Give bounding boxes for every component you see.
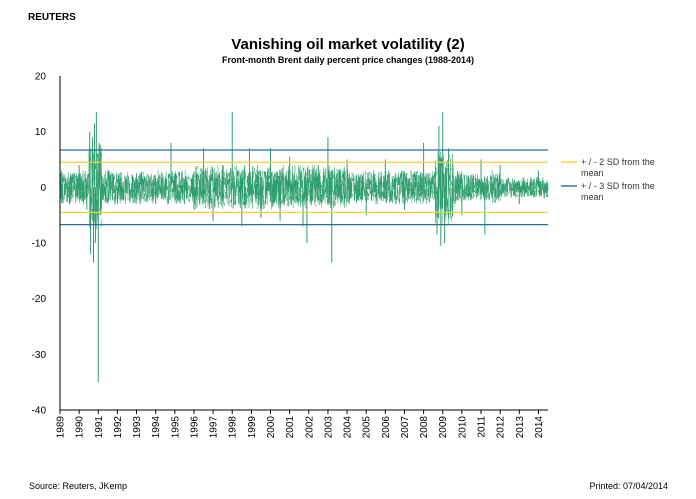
x-tick-label: 2000 bbox=[266, 416, 277, 439]
x-tick-label: 1996 bbox=[189, 416, 200, 439]
legend-label: + / - 2 SD from the mean bbox=[581, 157, 655, 178]
y-tick-label: -40 bbox=[32, 406, 47, 417]
source-note: Source: Reuters, JKemp bbox=[29, 481, 128, 491]
x-tick-label: 2005 bbox=[362, 416, 373, 439]
x-tick-label: 1989 bbox=[56, 416, 67, 439]
x-tick-label: 2003 bbox=[323, 416, 334, 439]
x-tick-label: 2012 bbox=[496, 416, 507, 439]
reference-lines-layer bbox=[60, 149, 548, 226]
x-tick-label: 1993 bbox=[132, 416, 143, 439]
legend-label: + / - 3 SD from the mean bbox=[581, 181, 655, 202]
chart-subtitle: Front-month Brent daily percent price ch… bbox=[221, 55, 475, 65]
x-tick-label: 1999 bbox=[247, 416, 258, 439]
y-tick-label: 10 bbox=[35, 127, 47, 138]
x-tick-label: 1992 bbox=[113, 416, 124, 439]
x-tick-label: 2006 bbox=[381, 416, 392, 439]
x-tick-label: 2010 bbox=[457, 416, 468, 439]
x-tick-label: 2001 bbox=[285, 416, 296, 439]
x-tick-label: 1994 bbox=[151, 416, 162, 439]
x-tick-label: 2002 bbox=[304, 416, 315, 439]
x-tick-label: 1990 bbox=[75, 416, 86, 439]
x-tick-label: 1998 bbox=[228, 416, 239, 439]
x-tick-label: 2007 bbox=[400, 416, 411, 439]
chart-title: Vanishing oil market volatility (2) bbox=[231, 36, 465, 53]
x-tick-label: 2013 bbox=[515, 416, 526, 439]
x-tick-label: 2008 bbox=[419, 416, 430, 439]
x-tick-label: 2011 bbox=[477, 416, 488, 438]
legend: + / - 2 SD from the mean + / - 3 SD from t… bbox=[561, 157, 655, 202]
x-tick-label: 2014 bbox=[534, 416, 545, 439]
y-tick-label: 20 bbox=[35, 72, 47, 83]
x-tick-label: 1997 bbox=[209, 416, 220, 439]
series-layer bbox=[59, 112, 549, 383]
brand-label: REUTERS bbox=[28, 12, 76, 23]
printed-date: Printed: 07/04/2014 bbox=[589, 481, 668, 491]
x-tick-label: 1995 bbox=[170, 416, 181, 439]
y-tick-label: 0 bbox=[40, 183, 46, 194]
series-noise bbox=[59, 144, 549, 230]
x-tick-label: 1991 bbox=[94, 416, 105, 439]
y-tick-label: -30 bbox=[32, 350, 47, 361]
x-tick-label: 2004 bbox=[343, 416, 354, 439]
x-tick-label: 2009 bbox=[438, 416, 449, 439]
y-tick-label: -10 bbox=[32, 239, 47, 250]
y-tick-label: -20 bbox=[32, 294, 47, 305]
